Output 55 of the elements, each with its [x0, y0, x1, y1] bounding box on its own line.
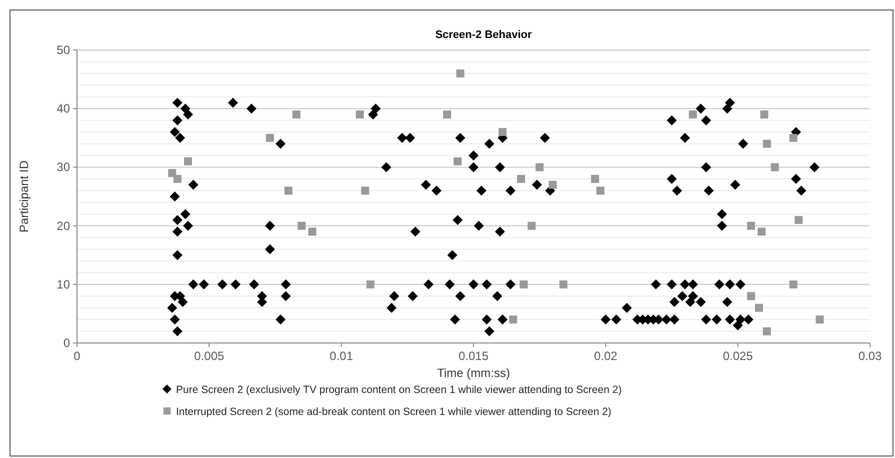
point	[509, 316, 518, 324]
point	[456, 69, 464, 78]
point	[443, 110, 452, 118]
point	[754, 304, 763, 312]
point	[747, 222, 756, 230]
y-tick-label: 40	[56, 102, 70, 116]
x-tick-label: 0	[74, 349, 81, 363]
x-tick-label: 0.02	[594, 349, 618, 363]
point	[762, 140, 771, 148]
chart-title: Screen-2 Behavior	[435, 29, 533, 41]
point	[356, 110, 364, 118]
point	[688, 110, 697, 118]
point	[292, 110, 300, 118]
point	[168, 169, 176, 178]
point	[173, 174, 182, 183]
x-axis-title: Time (mm:ss)	[437, 366, 510, 380]
y-tick-label: 0	[63, 336, 70, 350]
point	[266, 134, 274, 142]
point	[789, 134, 798, 142]
x-tick-label: 0.005	[194, 349, 225, 363]
point	[789, 280, 798, 288]
point	[308, 228, 316, 236]
x-tick-label: 0.01	[330, 349, 354, 363]
legend-label: Pure Screen 2 (exclusively TV program content on Screen 1 while viewer attending to Screen 2)	[176, 384, 622, 396]
x-tick-label: 0.015	[458, 349, 489, 363]
point	[454, 157, 462, 166]
point	[548, 180, 557, 189]
point	[517, 174, 526, 183]
y-tick-label: 50	[56, 43, 70, 57]
y-tick-label: 10	[56, 277, 70, 292]
point	[520, 280, 528, 288]
point	[559, 280, 568, 288]
x-tick-label: 0.03	[858, 349, 882, 363]
point	[770, 163, 779, 172]
point	[816, 316, 824, 324]
point	[498, 128, 507, 136]
point	[184, 157, 192, 166]
point	[596, 186, 604, 195]
point	[528, 222, 536, 230]
point	[298, 222, 306, 230]
point	[762, 327, 771, 336]
point	[794, 216, 803, 224]
point	[758, 228, 766, 236]
point	[366, 280, 374, 288]
y-tick-label: 30	[56, 160, 70, 174]
y-tick-label: 20	[56, 218, 70, 233]
x-tick-label: 0.025	[722, 349, 754, 363]
point	[284, 186, 292, 195]
point	[361, 186, 370, 195]
point	[591, 174, 600, 183]
point	[760, 110, 768, 118]
legend-label: Interrupted Screen 2 (some ad-break content on Screen 1 while viewer attending to Screen 2)	[176, 406, 612, 418]
point	[747, 292, 756, 300]
point	[536, 163, 544, 172]
y-axis-title: Participant ID	[17, 160, 31, 233]
